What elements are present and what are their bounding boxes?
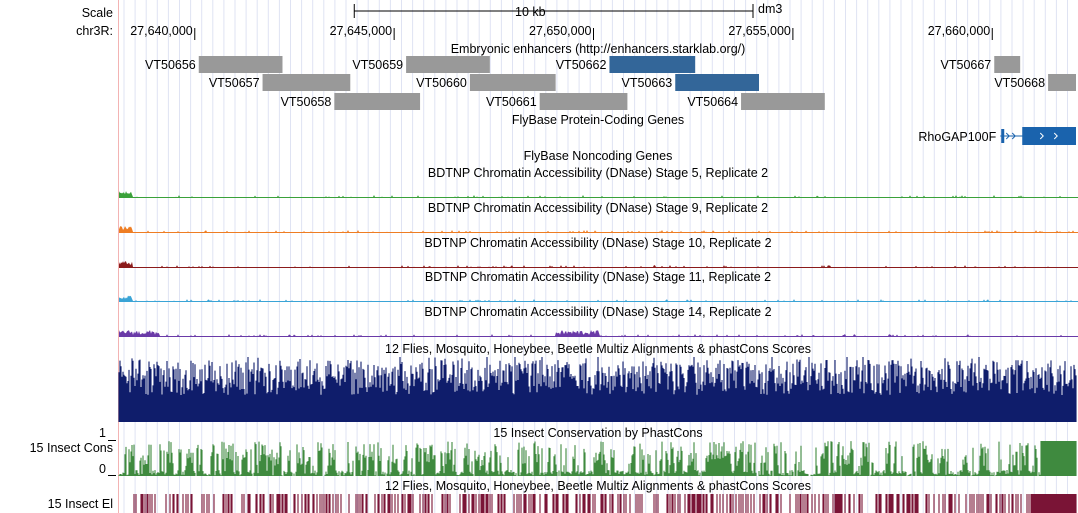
base-position-ruler[interactable]: Scale chr3R: 10 kb dm3 27,640,000 27,645,… — [76, 2, 993, 40]
enhancer-label: VT50664 — [687, 95, 738, 109]
gene-label: RhoGAP100F — [918, 130, 996, 144]
ruler-tick-label: 27,650,000 — [529, 24, 592, 38]
enhancer-block — [334, 93, 421, 110]
strand-arrow — [1011, 132, 1016, 140]
enhancer-block — [1048, 74, 1076, 91]
dnase-track-title: BDTNP Chromatin Accessibility (DNase) St… — [428, 201, 768, 215]
strand-arrows-icon — [1005, 132, 1058, 140]
dnase-track-title: BDTNP Chromatin Accessibility (DNase) St… — [425, 270, 771, 284]
y-axis-min-label: 0 — [99, 462, 106, 476]
strand-arrow — [1039, 132, 1044, 140]
dnase-track-title: BDTNP Chromatin Accessibility (DNase) St… — [428, 166, 768, 180]
insect-cons-signal — [118, 441, 1077, 476]
dnase-track-stage-10[interactable]: BDTNP Chromatin Accessibility (DNase) St… — [119, 236, 1078, 268]
gene-rhogap100f[interactable]: RhoGAP100F — [918, 127, 1076, 145]
enhancer-vt50658[interactable]: VT50658 — [281, 93, 421, 110]
multiz-signal — [118, 357, 1077, 422]
assembly-label: dm3 — [758, 2, 782, 16]
enhancer-block — [198, 56, 283, 73]
strand-arrow — [1053, 132, 1058, 140]
dnase-track-stage-14[interactable]: BDTNP Chromatin Accessibility (DNase) St… — [119, 305, 1078, 337]
enhancer-block — [609, 56, 696, 73]
insect-el-track[interactable]: 12 Flies, Mosquito, Honeybee, Beetle Mul… — [48, 479, 1077, 513]
enhancer-items[interactable]: VT50656 VT50657 VT50658 VT50659 VT50660 VT506… — [145, 56, 1076, 110]
dnase-signal — [119, 330, 1076, 336]
enhancer-label: VT50663 — [622, 76, 673, 90]
enhancer-label: VT50659 — [352, 58, 403, 72]
dnase-tracks[interactable]: BDTNP Chromatin Accessibility (DNase) St… — [119, 166, 1078, 337]
enhancer-label: VT50661 — [486, 95, 537, 109]
enhancer-vt50661[interactable]: VT50661 — [486, 93, 628, 110]
y-axis-max-label: 1 — [99, 426, 106, 440]
ruler-ticks: 27,640,000 27,645,000 27,650,000 27,655,000… — [130, 24, 993, 40]
enhancer-track-title: Embryonic enhancers (http://enhancers.st… — [451, 42, 746, 56]
enhancer-block — [994, 56, 1021, 73]
ruler-tick-label: 27,655,000 — [728, 24, 791, 38]
insect-cons-side-label: 15 Insect Cons — [30, 441, 113, 455]
gene-exon — [1001, 129, 1005, 143]
enhancer-label: VT50657 — [209, 76, 260, 90]
enhancer-vt50663[interactable]: VT50663 — [622, 74, 759, 91]
enhancer-block — [675, 74, 759, 91]
dnase-track-stage-5[interactable]: BDTNP Chromatin Accessibility (DNase) St… — [119, 166, 1078, 198]
enhancer-label: VT50668 — [994, 76, 1045, 90]
strand-arrow — [1005, 132, 1010, 140]
gene-exon-block — [1022, 127, 1076, 145]
dnase-track-stage-9[interactable]: BDTNP Chromatin Accessibility (DNase) St… — [119, 201, 1078, 233]
coding-genes-track-title: FlyBase Protein-Coding Genes — [512, 113, 684, 127]
enhancer-vt50667[interactable]: VT50667 — [941, 56, 1021, 73]
enhancer-label: VT50658 — [281, 95, 332, 109]
dnase-track-title: BDTNP Chromatin Accessibility (DNase) St… — [424, 236, 771, 250]
enhancer-block — [469, 74, 556, 91]
enhancer-vt50664[interactable]: VT50664 — [687, 93, 825, 110]
dnase-track-title: BDTNP Chromatin Accessibility (DNase) St… — [424, 305, 771, 319]
scale-label: Scale — [82, 6, 113, 20]
insect-el-side-label: 15 Insect El — [48, 497, 113, 511]
noncoding-genes-track-title: FlyBase Noncoding Genes — [524, 149, 673, 163]
ruler-tick-label: 27,660,000 — [928, 24, 991, 38]
enhancer-vt50668[interactable]: VT50668 — [994, 74, 1076, 91]
enhancer-vt50660[interactable]: VT50660 — [416, 74, 556, 91]
multiz-track-title: 12 Flies, Mosquito, Honeybee, Beetle Mul… — [385, 342, 811, 356]
ruler-tick-label: 27,645,000 — [330, 24, 393, 38]
enhancer-vt50657[interactable]: VT50657 — [209, 74, 351, 91]
insect-el-elements — [133, 494, 1077, 513]
enhancer-vt50656[interactable]: VT50656 — [145, 56, 283, 73]
noncoding-genes-track[interactable]: FlyBase Noncoding Genes — [524, 149, 673, 163]
scale-bar-label: 10 kb — [515, 5, 546, 19]
insect-cons-track[interactable]: 15 Insect Conservation by PhastCons 15 I… — [30, 426, 1077, 476]
insect-el-track-title: 12 Flies, Mosquito, Honeybee, Beetle Mul… — [385, 479, 811, 493]
chrom-label: chr3R: — [76, 24, 113, 38]
enhancer-vt50659[interactable]: VT50659 — [352, 56, 490, 73]
enhancer-track[interactable]: Embryonic enhancers (http://enhancers.st… — [145, 42, 1076, 110]
dnase-track-stage-11[interactable]: BDTNP Chromatin Accessibility (DNase) St… — [119, 270, 1078, 302]
enhancer-block — [406, 56, 490, 73]
coding-genes-track[interactable]: FlyBase Protein-Coding Genes RhoGAP100F — [512, 113, 1076, 145]
enhancer-label: VT50656 — [145, 58, 196, 72]
enhancer-block — [741, 93, 825, 110]
enhancer-label: VT50667 — [941, 58, 992, 72]
ruler-tick-label: 27,640,000 — [130, 24, 193, 38]
scale-bar: 10 kb dm3 — [353, 2, 782, 19]
multiz-track[interactable]: 12 Flies, Mosquito, Honeybee, Beetle Mul… — [118, 342, 1077, 422]
enhancer-block — [262, 74, 351, 91]
enhancer-vt50662[interactable]: VT50662 — [556, 56, 696, 73]
enhancer-block — [539, 93, 628, 110]
insect-cons-track-title: 15 Insect Conservation by PhastCons — [493, 426, 702, 440]
enhancer-label: VT50662 — [556, 58, 607, 72]
enhancer-label: VT50660 — [416, 76, 467, 90]
